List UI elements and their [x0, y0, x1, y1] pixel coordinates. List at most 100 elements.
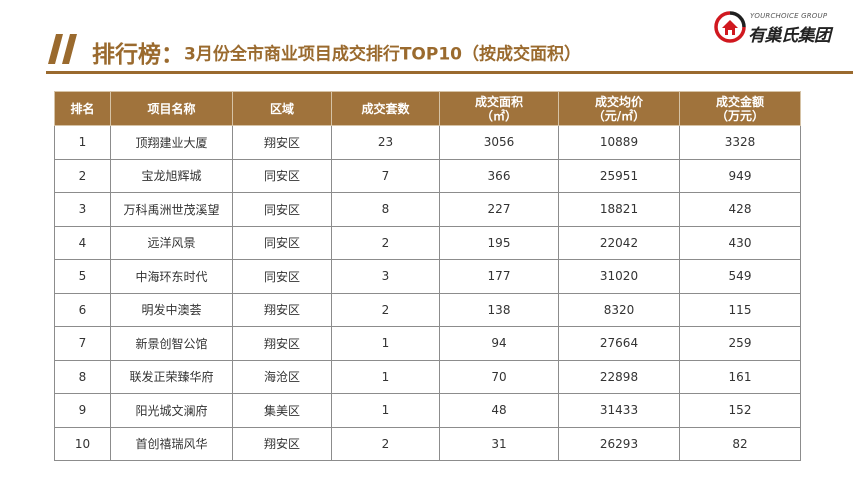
rank-cell: 5 — [54, 259, 111, 294]
district-cell: 翔安区 — [232, 326, 332, 361]
amount-cell: 259 — [679, 326, 801, 361]
amount-cell: 428 — [679, 192, 801, 227]
company-logo: YOURCHOICE GROUP 有巢氏集团 — [714, 10, 846, 46]
ranking-table: 排名 项目名称 区域 成交套数 成交面积 （㎡） 成交均价 （元/㎡） 成交金额 （万元） 1 顶翔… — [54, 91, 801, 461]
district-cell: 翔安区 — [232, 292, 332, 327]
column-header: 项目名称 — [110, 91, 233, 126]
rank-cell: 10 — [54, 426, 111, 461]
rank-cell: 3 — [54, 192, 111, 227]
amount-cell: 161 — [679, 359, 801, 394]
table-row: 8 联发正荣臻华府 海沧区 1 70 22898 161 — [54, 359, 801, 394]
area-cell: 48 — [439, 393, 559, 428]
rank-cell: 9 — [54, 393, 111, 428]
avg-price-cell: 10889 — [558, 125, 680, 160]
units-cell: 2 — [331, 225, 440, 260]
column-header-label: 区域 — [269, 101, 294, 116]
column-header-label: 成交均价 — [594, 94, 643, 109]
column-header-label: 成交金额 — [715, 94, 764, 109]
project-name-cell: 宝龙旭辉城 — [110, 158, 233, 193]
table-row: 7 新景创智公馆 翔安区 1 94 27664 259 — [54, 326, 801, 361]
column-header: 排名 — [54, 91, 111, 126]
district-cell: 海沧区 — [232, 359, 332, 394]
rank-cell: 8 — [54, 359, 111, 394]
rank-cell: 7 — [54, 326, 111, 361]
table-row: 3 万科禹洲世茂溪望 同安区 8 227 18821 428 — [54, 192, 801, 227]
area-cell: 138 — [439, 292, 559, 327]
units-cell: 3 — [331, 259, 440, 294]
column-header-unit: （万元） — [715, 108, 764, 123]
amount-cell: 152 — [679, 393, 801, 428]
column-header-unit: （㎡） — [480, 108, 517, 123]
page-title-main: 排行榜： — [92, 42, 184, 68]
amount-cell: 115 — [679, 292, 801, 327]
amount-cell: 82 — [679, 426, 801, 461]
amount-cell: 3328 — [679, 125, 801, 160]
column-header-unit: （元/㎡） — [592, 108, 646, 123]
column-header-label: 成交面积 — [474, 94, 523, 109]
avg-price-cell: 31020 — [558, 259, 680, 294]
project-name-cell: 阳光城文澜府 — [110, 393, 233, 428]
units-cell: 2 — [331, 292, 440, 327]
district-cell: 同安区 — [232, 158, 332, 193]
area-cell: 227 — [439, 192, 559, 227]
district-cell: 集美区 — [232, 393, 332, 428]
project-name-cell: 中海环东时代 — [110, 259, 233, 294]
table-row: 2 宝龙旭辉城 同安区 7 366 25951 949 — [54, 158, 801, 193]
table-row: 6 明发中澳荟 翔安区 2 138 8320 115 — [54, 292, 801, 327]
district-cell: 同安区 — [232, 192, 332, 227]
project-name-cell: 顶翔建业大厦 — [110, 125, 233, 160]
rank-cell: 2 — [54, 158, 111, 193]
area-cell: 31 — [439, 426, 559, 461]
rank-cell: 1 — [54, 125, 111, 160]
column-header: 成交均价 （元/㎡） — [558, 91, 680, 126]
title-slash-decoration — [48, 34, 77, 64]
project-name-cell: 明发中澳荟 — [110, 292, 233, 327]
avg-price-cell: 27664 — [558, 326, 680, 361]
district-cell: 同安区 — [232, 259, 332, 294]
units-cell: 2 — [331, 426, 440, 461]
table-body: 1 顶翔建业大厦 翔安区 23 3056 10889 3328 2 宝龙旭辉城 同安区 7 366 25… — [54, 125, 801, 461]
page-title-subtitle: 3月份全市商业项目成交排行TOP10（按成交面积） — [184, 44, 581, 65]
column-header-label: 项目名称 — [147, 101, 196, 116]
avg-price-cell: 26293 — [558, 426, 680, 461]
table-row: 10 首创禧瑞风华 翔安区 2 31 26293 82 — [54, 426, 801, 461]
column-header: 成交金额 （万元） — [679, 91, 801, 126]
amount-cell: 430 — [679, 225, 801, 260]
district-cell: 翔安区 — [232, 426, 332, 461]
area-cell: 195 — [439, 225, 559, 260]
units-cell: 1 — [331, 326, 440, 361]
area-cell: 177 — [439, 259, 559, 294]
logo-mark-icon — [714, 11, 746, 43]
units-cell: 7 — [331, 158, 440, 193]
column-header: 区域 — [232, 91, 332, 126]
area-cell: 366 — [439, 158, 559, 193]
table-row: 9 阳光城文澜府 集美区 1 48 31433 152 — [54, 393, 801, 428]
avg-price-cell: 18821 — [558, 192, 680, 227]
amount-cell: 949 — [679, 158, 801, 193]
rank-cell: 4 — [54, 225, 111, 260]
area-cell: 70 — [439, 359, 559, 394]
column-header: 成交套数 — [331, 91, 440, 126]
avg-price-cell: 8320 — [558, 292, 680, 327]
units-cell: 1 — [331, 393, 440, 428]
avg-price-cell: 22042 — [558, 225, 680, 260]
project-name-cell: 万科禹洲世茂溪望 — [110, 192, 233, 227]
avg-price-cell: 31433 — [558, 393, 680, 428]
units-cell: 8 — [331, 192, 440, 227]
column-header-label: 成交套数 — [361, 101, 410, 116]
project-name-cell: 首创禧瑞风华 — [110, 426, 233, 461]
area-cell: 94 — [439, 326, 559, 361]
column-header-label: 排名 — [70, 101, 95, 116]
district-cell: 同安区 — [232, 225, 332, 260]
page-title: 排行榜：3月份全市商业项目成交排行TOP10（按成交面积） — [92, 35, 581, 68]
project-name-cell: 新景创智公馆 — [110, 326, 233, 361]
district-cell: 翔安区 — [232, 125, 332, 160]
project-name-cell: 远洋风景 — [110, 225, 233, 260]
units-cell: 1 — [331, 359, 440, 394]
logo-chinese-name: 有巢氏集团 — [748, 26, 831, 46]
avg-price-cell: 25951 — [558, 158, 680, 193]
title-underline — [46, 71, 853, 74]
table-row: 4 远洋风景 同安区 2 195 22042 430 — [54, 225, 801, 260]
rank-cell: 6 — [54, 292, 111, 327]
table-row: 1 顶翔建业大厦 翔安区 23 3056 10889 3328 — [54, 125, 801, 160]
